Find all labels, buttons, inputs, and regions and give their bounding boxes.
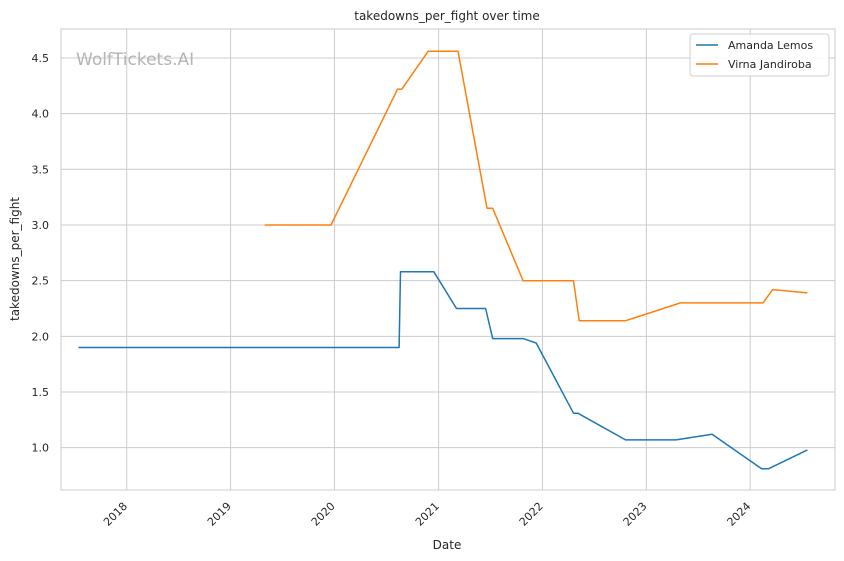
series-lines — [78, 50, 808, 470]
legend-label: Amanda Lemos — [728, 39, 813, 52]
x-tick-label: 2024 — [725, 500, 754, 529]
x-tick-label: 2020 — [309, 500, 338, 529]
x-tick-label: 2018 — [101, 500, 130, 529]
legend-label: Virna Jandiroba — [728, 58, 812, 71]
x-tick-labels: 2018 2019 2020 2021 2022 2023 2024 — [101, 500, 753, 529]
legend: Amanda Lemos Virna Jandiroba — [689, 33, 830, 77]
plot-frame — [60, 28, 836, 491]
y-tick-label: 4.0 — [32, 108, 50, 121]
x-tick-label: 2019 — [205, 500, 234, 529]
y-tick-label: 3.0 — [32, 219, 50, 232]
y-tick-label: 2.5 — [32, 275, 50, 288]
x-tick-label: 2022 — [517, 500, 546, 529]
y-tick-labels: 1.0 1.5 2.0 2.5 3.0 3.5 4.0 4.5 — [32, 52, 50, 455]
y-tick-label: 4.5 — [32, 52, 50, 65]
y-tick-label: 2.0 — [32, 330, 50, 343]
x-tick-label: 2023 — [621, 500, 650, 529]
y-axis-label: takedowns_per_fight — [8, 197, 22, 321]
grid — [61, 29, 835, 490]
series-line-virna-jandiroba — [264, 50, 808, 322]
watermark: WolfTickets.AI — [76, 50, 194, 70]
y-tick-label: 1.0 — [32, 442, 50, 455]
y-tick-label: 3.5 — [32, 163, 50, 176]
x-tick-label: 2021 — [413, 500, 442, 529]
chart-title: takedowns_per_fight over time — [354, 9, 540, 23]
legend-box — [689, 33, 830, 77]
y-tick-label: 1.5 — [32, 386, 50, 399]
series-line-amanda-lemos — [78, 270, 808, 470]
x-axis-label: Date — [433, 538, 462, 552]
